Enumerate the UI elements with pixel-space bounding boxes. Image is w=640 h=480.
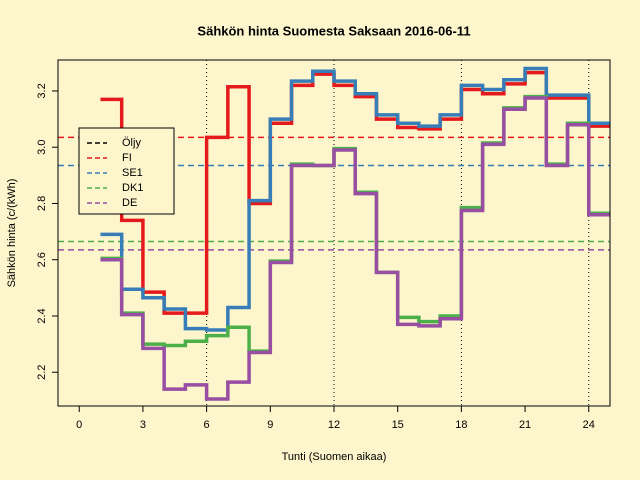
legend-label: SE1 <box>122 167 143 179</box>
y-tick-label: 3.2 <box>36 83 48 98</box>
y-tick-label: 2.6 <box>36 252 48 267</box>
y-tick-label: 3.0 <box>36 140 48 155</box>
legend-label: DE <box>122 197 137 209</box>
series-line <box>100 96 610 401</box>
x-tick-label: 24 <box>583 419 595 431</box>
legend-label: DK1 <box>122 182 143 194</box>
x-axis-label: Tunti (Suomen aikaa) <box>282 451 387 463</box>
y-tick-label: 2.4 <box>36 308 48 323</box>
x-tick-label: 12 <box>328 419 340 431</box>
x-tick-label: 3 <box>140 419 146 431</box>
x-tick-label: 9 <box>267 419 273 431</box>
x-tick-label: 15 <box>392 419 404 431</box>
x-tick-label: 18 <box>455 419 467 431</box>
chart-title: Sähkön hinta Suomesta Saksaan 2016-06-11 <box>197 23 470 38</box>
y-tick-label: 2.2 <box>36 365 48 380</box>
x-tick-label: 6 <box>204 419 210 431</box>
legend-label: Öljy <box>122 137 141 149</box>
x-tick-label: 21 <box>519 419 531 431</box>
series-line <box>100 66 610 332</box>
legend-box <box>78 127 175 215</box>
x-tick-label: 0 <box>76 419 82 431</box>
legend-label: FI <box>122 152 132 164</box>
y-axis-label: Sähkön hinta (c/(kWh) <box>6 179 18 288</box>
plot-frame <box>57 59 611 407</box>
y-tick-label: 2.8 <box>36 196 48 211</box>
